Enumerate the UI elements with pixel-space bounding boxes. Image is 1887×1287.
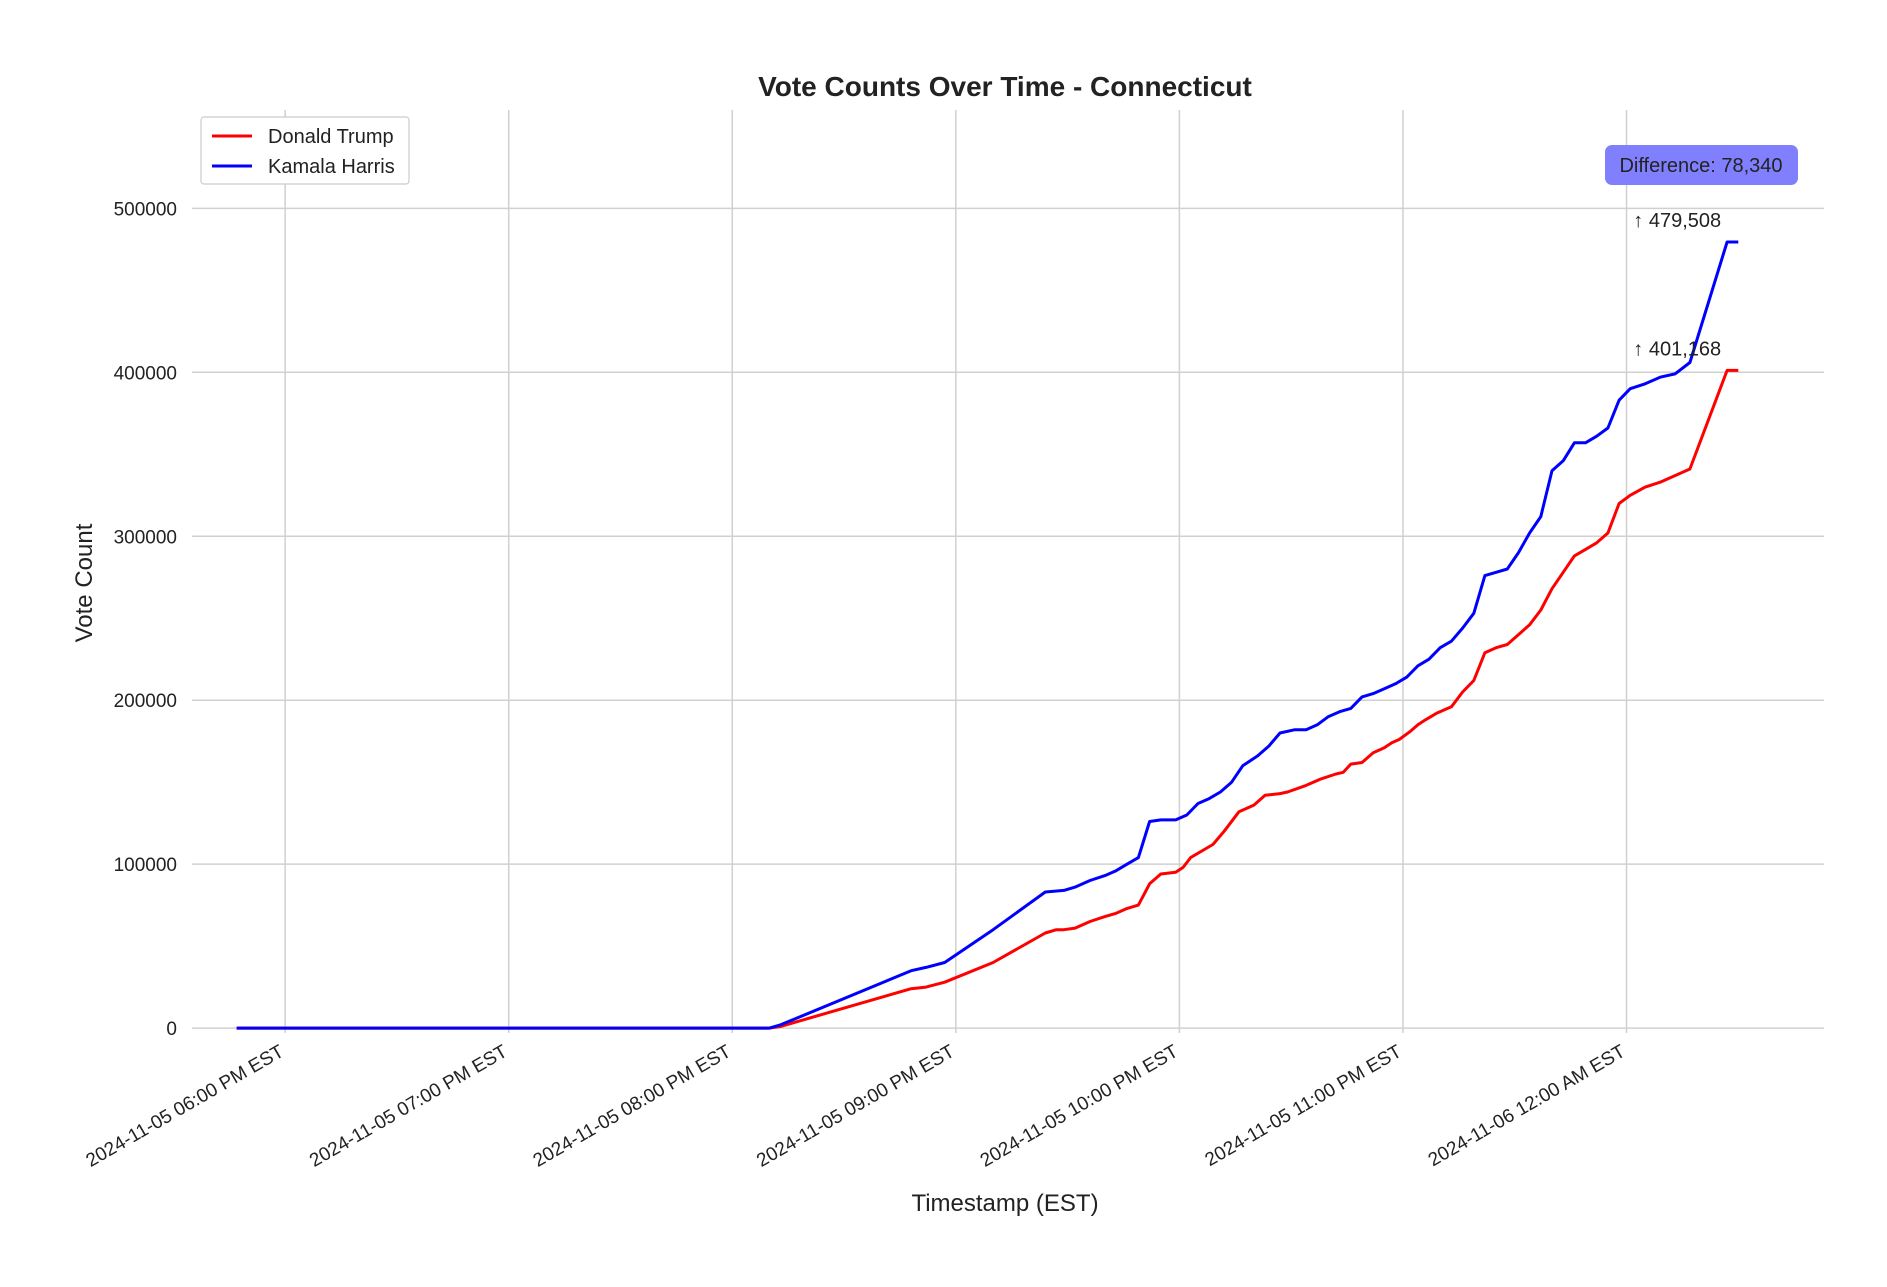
max-value-annotation: ↑ 479,508 [1633,210,1721,232]
x-tick-label: 2024-11-05 09:00 PM EST [753,1041,958,1172]
y-tick-label: 500000 [114,199,177,220]
legend-frame [200,116,410,185]
x-tick-label: 2024-11-05 08:00 PM EST [530,1041,735,1172]
y-tick-label: 0 [166,1019,177,1040]
y-axis-label: Vote Count [71,523,98,642]
series-line-donald-trump [236,368,1739,1030]
max-value-annotation: ↑ 401,168 [1633,338,1721,360]
series-lines [236,240,1739,1030]
y-tick-label: 200000 [114,691,177,712]
difference-label: Difference: 78,340 [1619,155,1782,177]
difference-box: Difference: 78,340 [1605,145,1798,185]
x-tick-label: 2024-11-05 10:00 PM EST [977,1041,1182,1172]
y-tick-label: 400000 [114,363,177,384]
x-tick-label: 2024-11-05 06:00 PM EST [83,1041,288,1172]
y-axis-ticks: 0 100000 200000 300000 400000 500000 [114,199,177,1040]
x-tick-label: 2024-11-05 07:00 PM EST [306,1041,511,1172]
y-tick-label: 300000 [114,527,177,548]
chart-title: Vote Counts Over Time - Connecticut [758,71,1252,102]
grid [192,110,1824,1033]
series-line-kamala-harris [236,240,1739,1030]
y-tick-label: 100000 [114,855,177,876]
x-axis-ticks: 2024-11-05 06:00 PM EST 2024-11-05 07:00 … [83,1041,1630,1172]
legend: Donald Trump Kamala Harris [200,116,410,185]
legend-label-trump: Donald Trump [268,126,394,148]
x-axis-label: Timestamp (EST) [911,1190,1098,1217]
x-tick-label: 2024-11-05 11:00 PM EST [1202,1041,1406,1171]
x-tick-label: 2024-11-06 12:00 AM EST [1425,1041,1629,1171]
difference-box-bg [1605,145,1798,185]
annotations: ↑ 479,508 ↑ 401,168 [1633,210,1721,360]
legend-label-harris: Kamala Harris [268,156,395,178]
